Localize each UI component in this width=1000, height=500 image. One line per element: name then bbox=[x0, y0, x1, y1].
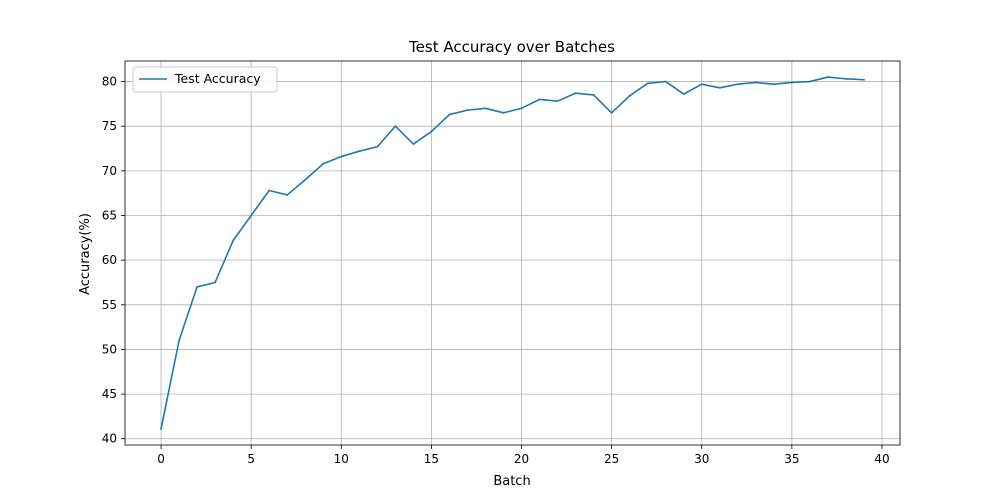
data-point bbox=[430, 130, 433, 133]
data-point bbox=[556, 100, 559, 103]
y-tick-label: 45 bbox=[102, 387, 117, 401]
data-point bbox=[394, 125, 397, 128]
y-tick-label: 60 bbox=[102, 253, 117, 267]
data-point bbox=[808, 80, 811, 83]
data-point bbox=[340, 155, 343, 158]
data-point bbox=[286, 194, 289, 196]
y-tick-label: 65 bbox=[102, 208, 117, 222]
x-tick-label: 35 bbox=[784, 452, 799, 466]
plot-area bbox=[160, 76, 865, 430]
grid bbox=[125, 61, 900, 445]
data-point bbox=[412, 143, 415, 145]
y-tick-label: 40 bbox=[102, 432, 117, 446]
data-point bbox=[538, 98, 541, 101]
data-point bbox=[160, 428, 162, 430]
axes-frame bbox=[124, 60, 901, 446]
data-point bbox=[827, 76, 829, 78]
data-point bbox=[845, 77, 847, 80]
series-line bbox=[160, 76, 865, 430]
data-point bbox=[178, 339, 180, 342]
data-point bbox=[863, 78, 865, 81]
x-tick-label: 30 bbox=[694, 452, 709, 466]
y-tick-label: 75 bbox=[102, 119, 117, 133]
data-point bbox=[574, 92, 577, 95]
data-point bbox=[502, 111, 505, 114]
data-point bbox=[682, 93, 685, 95]
data-point bbox=[772, 83, 775, 86]
x-tick-label: 40 bbox=[874, 452, 889, 466]
data-point bbox=[592, 94, 595, 96]
data-point bbox=[484, 107, 487, 110]
data-point bbox=[448, 113, 451, 116]
axes: 0 5 10 15 20 25 30 35 40 40 45 50 55 60 65 70 75 80 bbox=[102, 60, 901, 466]
data-point bbox=[214, 281, 217, 284]
y-tick-label: 70 bbox=[102, 164, 117, 178]
legend-label: Test Accuracy bbox=[174, 71, 261, 86]
y-tick-label: 50 bbox=[102, 342, 117, 356]
legend-box bbox=[132, 66, 278, 93]
x-axis-label: Batch bbox=[493, 474, 530, 489]
data-point bbox=[646, 82, 649, 85]
data-point bbox=[700, 83, 703, 86]
data-point bbox=[520, 107, 523, 110]
data-point bbox=[232, 239, 235, 242]
x-tick-label: 20 bbox=[514, 452, 529, 466]
x-tick-label: 10 bbox=[334, 452, 349, 466]
y-tick-label: 80 bbox=[102, 75, 117, 89]
y-tick-label: 55 bbox=[102, 298, 117, 312]
data-point bbox=[610, 111, 613, 114]
x-tick-label: 0 bbox=[157, 452, 165, 466]
data-point bbox=[628, 94, 631, 97]
data-point bbox=[664, 80, 667, 83]
legend: Test Accuracy bbox=[132, 66, 278, 93]
data-point bbox=[268, 189, 271, 192]
data-point bbox=[196, 286, 198, 288]
data-point bbox=[736, 83, 739, 86]
x-tick-label: 15 bbox=[424, 452, 439, 466]
x-tick-label: 5 bbox=[247, 452, 255, 466]
data-point bbox=[466, 109, 469, 112]
data-point bbox=[790, 81, 793, 84]
data-point bbox=[718, 86, 721, 89]
data-point bbox=[250, 214, 253, 217]
x-tick-label: 25 bbox=[604, 452, 619, 466]
data-point bbox=[322, 162, 325, 165]
data-point bbox=[358, 150, 361, 153]
data-point bbox=[376, 145, 379, 148]
data-point bbox=[304, 178, 307, 181]
chart-title: Test Accuracy over Batches bbox=[408, 38, 615, 56]
y-axis-label: Accuracy(%) bbox=[78, 213, 93, 295]
data-point bbox=[754, 81, 757, 84]
